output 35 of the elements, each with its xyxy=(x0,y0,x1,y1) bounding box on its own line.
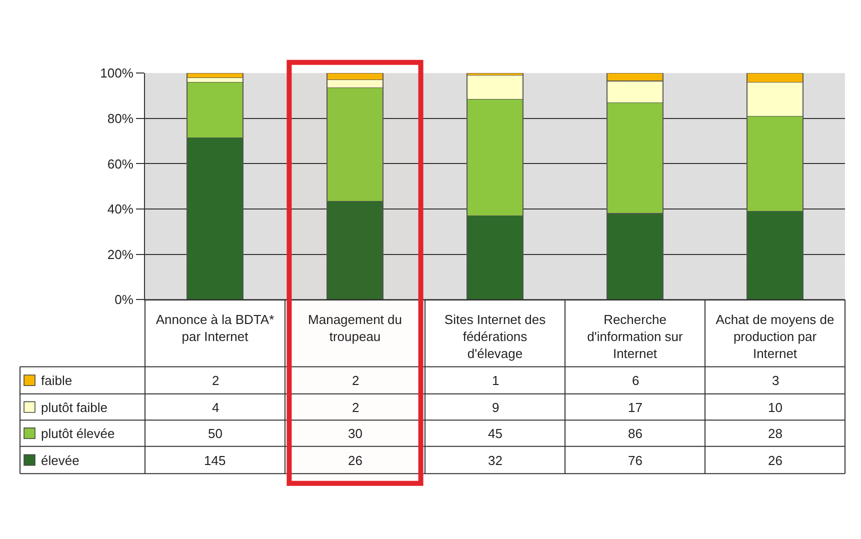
text: 26 xyxy=(768,453,782,468)
text: 2 xyxy=(212,373,220,388)
text: 2 xyxy=(352,373,360,388)
text: 1 xyxy=(492,373,500,388)
x-tick-label: Annonce à la BDTA* par Internet xyxy=(156,312,274,344)
x-tick-label: Sites Internet des fédérations d'élevage xyxy=(444,312,546,362)
text: 6 xyxy=(632,373,640,388)
x-tick-label: Management du troupeau xyxy=(308,312,402,344)
legend-label: plutôt élevée xyxy=(41,426,115,441)
text: 3 xyxy=(772,373,780,388)
y-tick-label: 20% xyxy=(107,246,134,262)
y-tick-label: 80% xyxy=(107,110,134,126)
x-tick-label: Recherche d'information sur Internet xyxy=(587,312,684,362)
legend-label: faible xyxy=(41,373,72,388)
text: 50 xyxy=(208,426,222,441)
text: 9 xyxy=(492,400,500,415)
text: 32 xyxy=(488,453,502,468)
y-tick-label: 0% xyxy=(114,292,134,308)
x-tick-label: Achat de moyens de production par Internet xyxy=(716,312,834,362)
text: 26 xyxy=(348,453,362,468)
text: 145 xyxy=(204,453,226,468)
text: 4 xyxy=(212,400,220,415)
text: 76 xyxy=(628,453,642,468)
text: 2 xyxy=(352,400,360,415)
text: 17 xyxy=(628,400,642,415)
legend-label: plutôt faible xyxy=(41,400,108,415)
text: 45 xyxy=(488,426,502,441)
y-tick-label: 60% xyxy=(107,156,134,172)
y-tick-label: 40% xyxy=(107,202,134,217)
text: 10 xyxy=(768,400,782,415)
text: 86 xyxy=(628,426,642,441)
y-tick-label: 100% xyxy=(100,66,134,81)
text: 30 xyxy=(348,426,362,441)
legend-label: élevée xyxy=(41,453,80,468)
text: 28 xyxy=(768,426,782,441)
